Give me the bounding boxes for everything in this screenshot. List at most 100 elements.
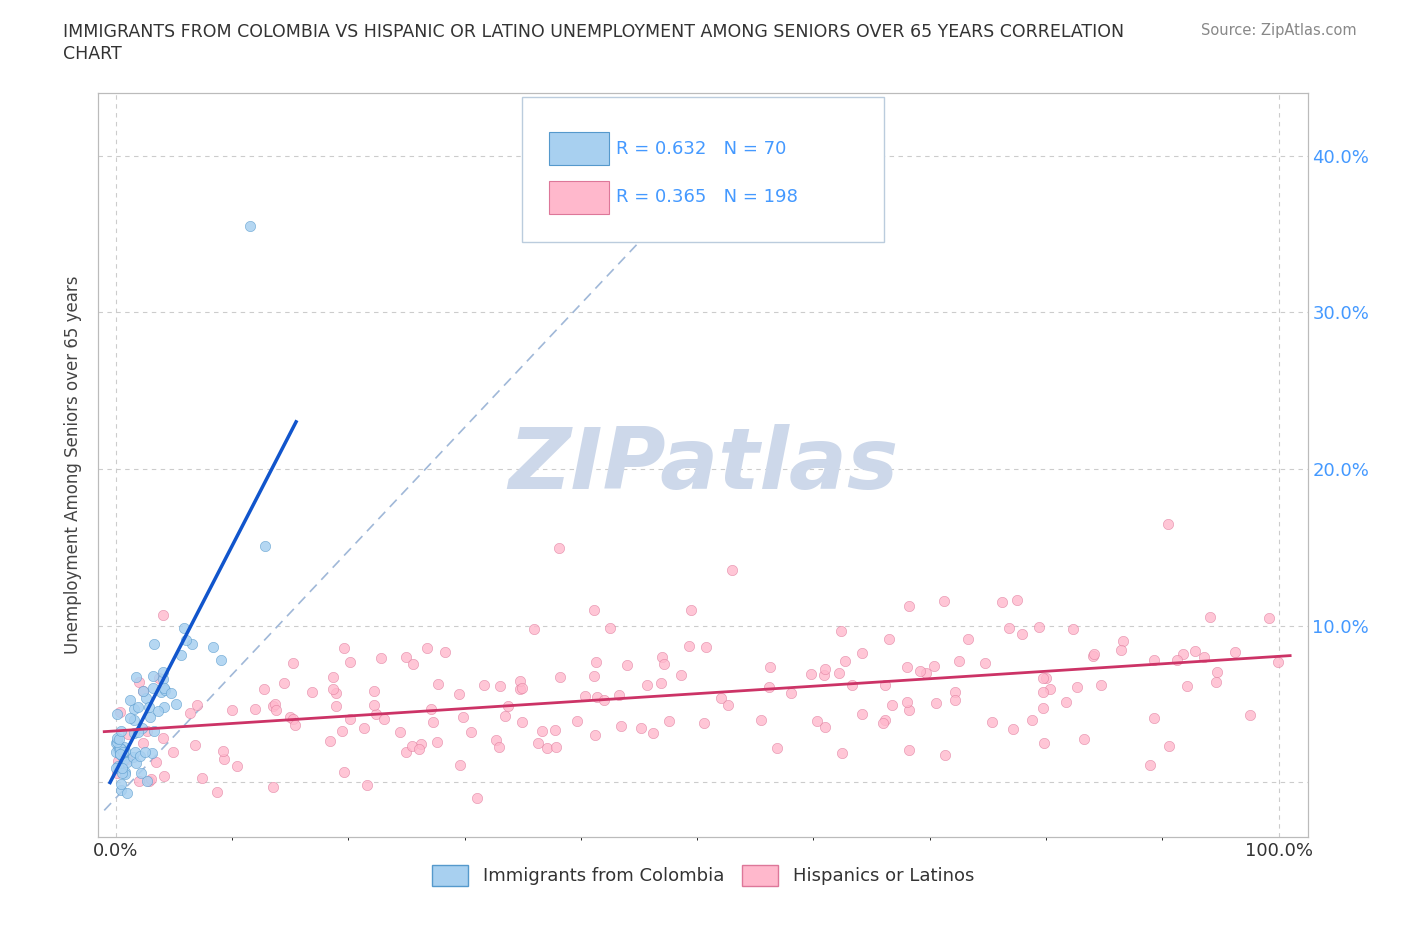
Point [128, 674, 150, 689]
Point [980, 715, 1002, 730]
Point [107, 731, 129, 746]
Point [527, 736, 550, 751]
Point [278, 710, 301, 724]
Point [565, 713, 588, 728]
Point [898, 742, 921, 757]
Point [758, 680, 780, 695]
Point [1001, 721, 1024, 736]
Point [536, 740, 558, 755]
Point [152, 608, 174, 623]
Point [141, 745, 163, 760]
Point [111, 761, 134, 776]
Point [173, 620, 195, 635]
Point [721, 563, 744, 578]
Point [325, 698, 347, 713]
Point [117, 755, 139, 770]
Point [353, 721, 375, 736]
Point [148, 671, 170, 685]
Point [544, 739, 567, 754]
Point [813, 668, 835, 683]
Point [1011, 627, 1033, 642]
Point [110, 765, 132, 780]
Text: IMMIGRANTS FROM COLOMBIA VS HISPANIC OR LATINO UNEMPLOYMENT AMONG SENIORS OVER 6: IMMIGRANTS FROM COLOMBIA VS HISPANIC OR … [63, 23, 1125, 41]
Point [1166, 652, 1188, 667]
Text: ZIPatlas: ZIPatlas [508, 423, 898, 507]
Point [523, 622, 546, 637]
Point [162, 745, 184, 760]
Point [322, 682, 344, 697]
Point [141, 771, 163, 786]
Point [585, 690, 607, 705]
Point [509, 682, 531, 697]
Point [548, 670, 571, 684]
Point [681, 603, 703, 618]
Point [105, 744, 128, 759]
Point [301, 685, 323, 700]
Point [922, 658, 945, 673]
Point [1175, 678, 1198, 693]
Point [898, 599, 921, 614]
Point [1005, 592, 1028, 607]
Point [105, 765, 128, 780]
FancyBboxPatch shape [522, 97, 884, 242]
Point [389, 724, 412, 739]
Point [150, 684, 173, 699]
Point [814, 719, 837, 734]
Point [1033, 736, 1056, 751]
Point [1021, 712, 1043, 727]
Point [548, 540, 571, 555]
Point [657, 713, 679, 728]
Point [152, 671, 174, 686]
Point [118, 711, 141, 725]
Point [142, 637, 165, 652]
Point [284, 718, 307, 733]
Point [181, 636, 204, 651]
Point [948, 653, 970, 668]
Point [831, 746, 853, 761]
Point [851, 706, 873, 721]
Legend: Immigrants from Colombia, Hispanics or Latinos: Immigrants from Colombia, Hispanics or L… [425, 857, 981, 893]
Point [129, 749, 152, 764]
Point [509, 673, 531, 688]
Point [896, 659, 918, 674]
Point [1192, 649, 1215, 664]
Point [333, 640, 356, 655]
Point [110, 746, 132, 761]
Point [125, 670, 148, 684]
Point [695, 640, 717, 655]
Point [943, 693, 966, 708]
Point [1205, 675, 1227, 690]
Point [108, 741, 131, 756]
Point [420, 701, 443, 716]
Point [765, 740, 787, 755]
Point [669, 667, 692, 682]
Point [111, 757, 134, 772]
Point [910, 664, 932, 679]
Point [643, 726, 665, 741]
Point [142, 680, 165, 695]
FancyBboxPatch shape [550, 132, 609, 166]
Point [325, 685, 347, 700]
Point [1257, 610, 1279, 625]
Point [636, 678, 658, 693]
Point [264, 697, 287, 711]
Point [872, 715, 894, 730]
Point [145, 755, 167, 770]
Point [373, 711, 395, 726]
Y-axis label: Unemployment Among Seniors over 65 years: Unemployment Among Seniors over 65 years [65, 276, 83, 654]
Point [114, 764, 136, 779]
Point [128, 773, 150, 788]
Point [616, 658, 638, 672]
Point [1062, 621, 1084, 636]
Point [851, 645, 873, 660]
Point [1032, 684, 1054, 699]
Point [363, 684, 385, 698]
Point [152, 731, 174, 746]
Point [877, 631, 900, 646]
Point [1066, 679, 1088, 694]
Point [127, 700, 149, 715]
Point [496, 698, 519, 713]
Point [114, 744, 136, 759]
Point [118, 692, 141, 707]
Point [1054, 695, 1077, 710]
